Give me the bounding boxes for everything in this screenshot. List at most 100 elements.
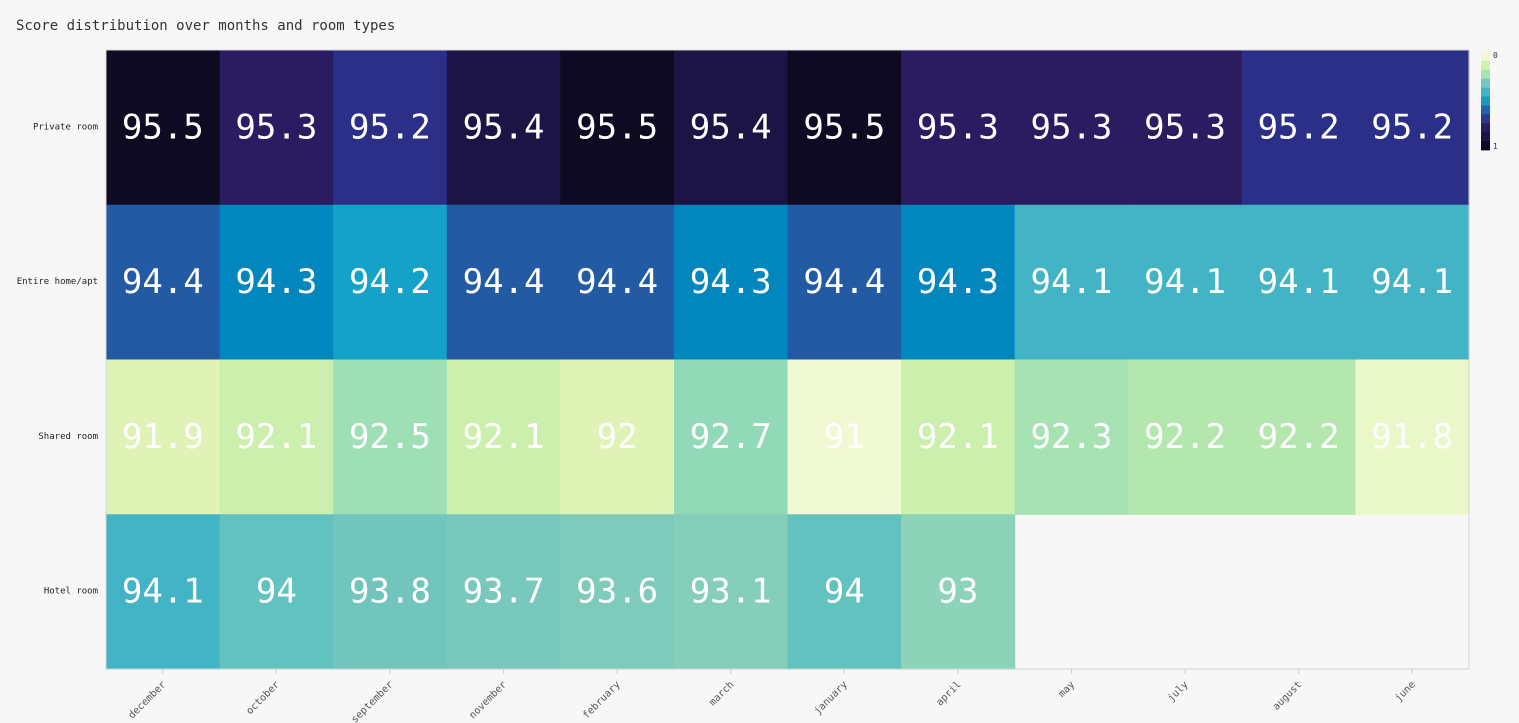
x-tick-label: may	[1057, 679, 1078, 700]
heatmap-cell-label: 95.2	[349, 107, 431, 147]
heatmap-cell-label: 92.7	[690, 417, 772, 457]
colorbar-segment	[1481, 114, 1490, 124]
heatmap-cell	[446, 204, 561, 361]
heatmap-cell-label: 95.3	[1144, 107, 1226, 147]
colorbar-segment	[1481, 78, 1490, 89]
heatmap-cell-label: 94	[256, 572, 297, 612]
heatmap-cell	[901, 514, 1016, 670]
heatmap-cell-label: 94.1	[1144, 262, 1226, 302]
plot-border	[105, 49, 1470, 670]
heatmap-cell	[1014, 204, 1129, 361]
heatmap-cell-label: 94	[824, 572, 865, 612]
heatmap-cell	[1241, 50, 1357, 206]
heatmap-cell	[787, 359, 902, 515]
heatmap-cell	[446, 514, 561, 670]
heatmap-cell-label: 94.1	[1258, 262, 1340, 302]
heatmap-cell	[673, 514, 789, 670]
heatmap-cell-labels: 95.5 95.3 95.2 95.4 95.5 95.4 95.5 95.3 95.3 95.3…	[122, 107, 1453, 611]
colorbar-segment	[1481, 96, 1490, 106]
heatmap-cell	[219, 514, 334, 670]
heatmap-cell	[219, 204, 334, 361]
heatmap-cell	[1355, 50, 1470, 206]
heatmap-cell-label: 94.4	[576, 262, 658, 302]
heatmap-cell-label: 95.4	[463, 107, 545, 147]
heatmap-cell	[673, 50, 789, 206]
heatmap-cell-label: 92	[597, 417, 638, 457]
heatmap-cell-label: 92.2	[1144, 417, 1226, 457]
x-axis: december october september november february…	[127, 669, 1418, 723]
heatmap-cell-label: 92.1	[463, 417, 545, 457]
x-tick-label: september	[350, 679, 396, 723]
heatmap-cell	[1014, 50, 1129, 206]
heatmap-cell-label: 95.2	[1258, 107, 1340, 147]
colorbar-segment	[1481, 141, 1490, 151]
heatmap-cell	[560, 514, 675, 670]
chart-title: Score distribution over months and room …	[16, 18, 396, 34]
x-tick-label: july	[1166, 679, 1191, 704]
heatmap-cell	[106, 204, 221, 361]
heatmap-cell-label: 93.1	[690, 572, 772, 612]
heatmap-cell-label: 95.3	[917, 107, 999, 147]
colorbar: 01	[1481, 51, 1498, 151]
heatmap-cell-label: 95.5	[576, 107, 658, 147]
heatmap-cell-label: 93	[937, 572, 978, 612]
heatmap-cell-label: 94.2	[349, 262, 431, 302]
heatmap-cell	[787, 514, 902, 670]
heatmap-cell-label: 94.4	[122, 262, 204, 302]
heatmap-cell-label: 95.5	[803, 107, 885, 147]
heatmap-cells	[106, 50, 1470, 670]
colorbar-segment	[1481, 60, 1490, 71]
y-tick-label: Private room	[33, 122, 98, 132]
heatmap-cell	[219, 50, 334, 206]
x-tick-label: april	[934, 679, 963, 708]
heatmap-cell	[446, 50, 561, 206]
heatmap-cell	[333, 359, 448, 515]
heatmap-cell-label: 92.3	[1031, 417, 1113, 457]
heatmap-cell	[673, 204, 789, 361]
heatmap-cell-label: 95.3	[1031, 107, 1113, 147]
x-tick-label: february	[581, 679, 623, 721]
heatmap-cell	[901, 204, 1016, 361]
colorbar-segment	[1481, 52, 1490, 62]
colorbar-segment	[1481, 69, 1490, 80]
heatmap-cell-label: 92.5	[349, 417, 431, 457]
heatmap-cell-label: 91.8	[1371, 417, 1453, 457]
colorbar-segment	[1481, 87, 1490, 97]
heatmap-cell	[446, 359, 561, 515]
colorbar-tick-label: 1	[1493, 142, 1498, 151]
heatmap-cell-label: 94.3	[235, 262, 317, 302]
heatmap-cell-label: 95.2	[1371, 107, 1453, 147]
heatmap-cell-label: 94.3	[690, 262, 772, 302]
heatmap-cell-label: 95.4	[690, 107, 772, 147]
y-tick-label: Hotel room	[44, 587, 98, 597]
heatmap-cell	[1128, 359, 1243, 515]
heatmap-cell	[1014, 359, 1129, 515]
y-tick-label: Entire home/apt	[17, 277, 98, 287]
heatmap-cell-label: 94.4	[463, 262, 545, 302]
heatmap-cell	[673, 359, 789, 515]
heatmap-cell	[106, 514, 221, 670]
heatmap-cell-label: 94.1	[1371, 262, 1453, 302]
heatmap-cell	[1128, 204, 1243, 361]
heatmap-cell	[333, 50, 448, 206]
heatmap-cell	[1128, 50, 1243, 206]
heatmap-cell-label: 91.9	[122, 417, 204, 457]
heatmap-cell	[1355, 204, 1470, 361]
heatmap-cell-label: 94.3	[917, 262, 999, 302]
heatmap-cell-label: 94.4	[803, 262, 885, 302]
heatmap-cell-label: 95.3	[235, 107, 317, 147]
heatmap-cell	[901, 50, 1016, 206]
heatmap-cell	[1241, 204, 1357, 361]
heatmap-cell	[787, 50, 902, 206]
heatmap-cell	[333, 514, 448, 670]
heatmap-cell-label: 94.1	[122, 572, 204, 612]
heatmap-cell-label: 95.5	[122, 107, 204, 147]
heatmap-cell	[560, 359, 675, 515]
x-tick-label: october	[244, 679, 282, 717]
colorbar-segment	[1481, 123, 1490, 133]
colorbar-segment	[1481, 132, 1490, 142]
heatmap-cell-label: 93.6	[576, 572, 658, 612]
heatmap-cell	[560, 204, 675, 361]
heatmap-cell-label: 93.7	[463, 572, 545, 612]
